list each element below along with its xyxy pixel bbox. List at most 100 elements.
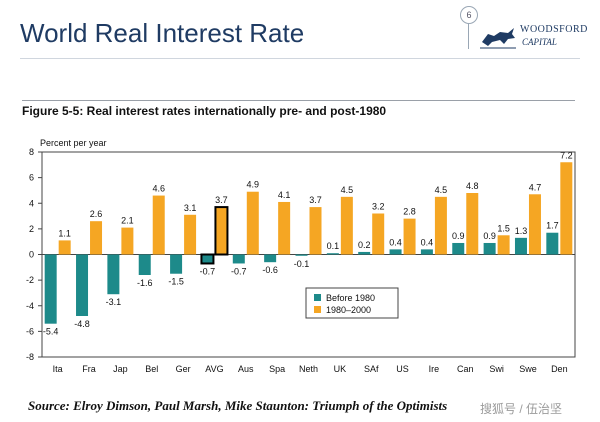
y-tick-label: 0 [29,250,34,260]
legend-box [305,287,399,319]
y-tick-label: 4 [29,198,34,208]
bar-1980-2000 [121,227,134,255]
y-axis-label: Percent per year [40,138,107,148]
x-tick-label: UK [334,364,347,374]
bar-before-1980 [326,253,339,255]
chart-title: Figure 5-5: Real interest rates internat… [22,104,387,118]
data-label-1980-2000: 4.5 [435,185,448,195]
y-tick-label: 6 [29,173,34,183]
x-tick-label: Spa [269,364,285,374]
data-label-1980-2000: 2.1 [121,216,134,226]
bar-before-1980 [452,242,465,255]
legend-label-1980-2000: 1980–2000 [326,305,371,315]
bar-1980-2000 [528,194,541,255]
data-label-before-1980: 0.2 [358,240,371,250]
x-tick-label: US [396,364,409,374]
data-label-before-1980: 1.7 [546,221,559,231]
data-label-1980-2000: 1.5 [497,223,510,233]
bar-before-1980 [514,237,527,255]
figure-divider [22,100,575,101]
title-divider [20,58,580,59]
watermark: 搜狐号 / 伍治坚 [480,402,563,416]
bar-1980-2000 [434,196,447,255]
data-label-before-1980: -0.6 [262,265,278,275]
company-logo: WOODSFORD CAPITAL [478,22,596,52]
bar-1980-2000 [340,196,353,255]
x-tick-label: Swi [489,364,504,374]
data-label-1980-2000: 3.7 [215,195,228,205]
bull-logo-icon [480,28,516,49]
data-label-before-1980: -1.5 [168,277,184,287]
data-label-before-1980: 0.4 [421,237,434,247]
bar-1980-2000 [214,206,229,256]
data-label-before-1980: -1.6 [137,278,153,288]
bar-before-1980 [200,253,215,265]
bar-1980-2000 [278,201,291,255]
x-tick-label: Neth [299,364,318,374]
bar-before-1980 [170,254,183,274]
data-label-1980-2000: 2.6 [90,209,103,219]
data-label-1980-2000: 4.6 [152,184,165,194]
bar-before-1980 [264,254,277,263]
slide-title: World Real Interest Rate [20,18,305,48]
bar-chart: 8 6 4 2 0 -2 -4 -6 -8 Percent per year -5.4 1.1 Ita -… [26,138,576,374]
x-tick-label: SAf [364,364,379,374]
logo-text-secondary: CAPITAL [522,37,557,47]
data-label-1980-2000: 4.1 [278,190,291,200]
data-label-before-1980: -0.7 [231,266,247,276]
x-tick-label: Aus [238,364,254,374]
source-citation: Source: Elroy Dimson, Paul Marsh, Mike S… [28,398,448,413]
bar-1980-2000 [560,162,573,255]
data-label-1980-2000: 3.2 [372,202,385,212]
data-label-before-1980: -5.4 [43,327,59,337]
legend-swatch-1980-2000 [314,306,321,313]
bar-before-1980 [358,251,371,255]
x-tick-label: Ita [53,364,63,374]
bar-before-1980 [44,254,57,324]
bar-before-1980 [295,254,308,256]
data-label-1980-2000: 3.7 [309,195,322,205]
bar-1980-2000 [58,240,71,255]
bar-1980-2000 [246,191,259,255]
bar-before-1980 [546,232,559,255]
legend-label-before-1980: Before 1980 [326,293,375,303]
y-tick-label: -8 [26,352,34,362]
x-tick-label: Fra [82,364,96,374]
x-tick-label: Jap [113,364,128,374]
data-label-1980-2000: 7.2 [560,150,573,160]
y-tick-label: 2 [29,224,34,234]
data-label-before-1980: 0.4 [389,237,402,247]
bar-1980-2000 [466,193,479,255]
logo-text-primary: WOODSFORD [520,24,588,35]
data-label-1980-2000: 4.5 [341,185,354,195]
data-label-before-1980: -0.7 [200,266,216,276]
data-label-before-1980: -3.1 [106,297,122,307]
data-label-1980-2000: 1.1 [58,228,71,238]
data-label-before-1980: 0.9 [483,231,496,241]
data-label-before-1980: 0.1 [327,241,340,251]
bar-1980-2000 [309,207,322,255]
data-label-before-1980: 1.3 [515,226,528,236]
data-label-before-1980: 0.9 [452,231,465,241]
bar-1980-2000 [497,235,510,255]
x-tick-label: Can [457,364,474,374]
bar-1980-2000 [372,213,385,255]
bar-1980-2000 [90,221,103,255]
data-label-1980-2000: 4.9 [247,180,260,190]
divider [468,23,469,49]
data-label-1980-2000: 2.8 [403,207,416,217]
data-label-1980-2000: 4.7 [529,182,542,192]
data-label-1980-2000: 4.8 [466,181,479,191]
x-tick-label: Ire [429,364,440,374]
bar-before-1980 [76,254,89,316]
y-tick-label: -6 [26,326,34,336]
legend-swatch-before-1980 [314,294,321,301]
x-tick-label: AVG [205,364,223,374]
bar-before-1980 [389,249,402,255]
bar-1980-2000 [403,218,416,255]
bar-before-1980 [138,254,151,275]
bar-1980-2000 [184,214,197,255]
bar-before-1980 [232,254,245,264]
y-tick-label: 8 [29,147,34,157]
y-tick-label: -2 [26,275,34,285]
